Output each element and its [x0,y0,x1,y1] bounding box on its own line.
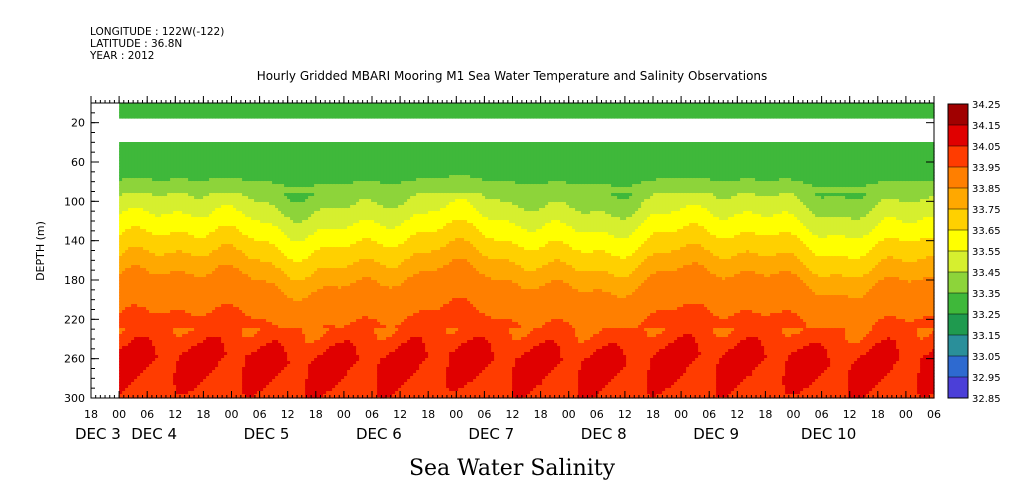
x-tick-label: 12 [843,408,857,421]
x-tick-label: 12 [168,408,182,421]
x-tick-label: 18 [646,408,660,421]
x-tick-label: 06 [140,408,154,421]
x-tick-label: 00 [449,408,463,421]
colorbar-label: 33.65 [972,226,1001,237]
colorbar-label: 34.25 [972,100,1001,111]
x-tick-label: 00 [562,408,576,421]
y-tick-label: 20 [71,117,85,130]
colorbar-swatch [948,251,968,273]
x-day-label: DEC 8 [581,425,627,443]
x-tick-label: 06 [590,408,604,421]
colorbar-label: 33.05 [972,352,1001,363]
x-tick-label: 06 [927,408,941,421]
x-tick-label: 00 [787,408,801,421]
colorbar-label: 33.15 [972,331,1001,342]
y-tick-label: 300 [64,392,85,405]
x-day-label: DEC 4 [131,425,177,443]
colorbar-swatch [948,314,968,336]
x-tick-label: 18 [534,408,548,421]
x-day-label: DEC 5 [244,425,290,443]
salinity-heatmap [119,103,935,399]
colorbar-label: 34.15 [972,121,1001,132]
year-label: YEAR : 2012 [89,50,154,62]
colorbar-label: 33.55 [972,247,1001,258]
x-tick-label: 18 [421,408,435,421]
colorbar-label: 33.85 [972,184,1001,195]
colorbar-swatch [948,125,968,147]
x-tick-label: 06 [702,408,716,421]
colorbar-swatch [948,230,968,252]
x-tick-label: 12 [730,408,744,421]
colorbar-label: 33.95 [972,163,1001,174]
colorbar-swatch [948,167,968,189]
colorbar-label: 32.85 [972,394,1001,405]
colorbar-swatch [948,272,968,294]
x-tick-label: 12 [281,408,295,421]
x-tick-label: 00 [225,408,239,421]
colorbar-swatch [948,377,968,399]
latitude-label: LATITUDE : 36.8N [90,38,182,50]
colorbar-swatch [948,104,968,126]
x-tick-label: 12 [506,408,520,421]
colorbar-swatch [948,335,968,357]
x-tick-label: 18 [196,408,210,421]
colorbar-swatch [948,209,968,231]
x-tick-label: 06 [365,408,379,421]
x-day-label: DEC 9 [693,425,739,443]
colorbar-label: 33.75 [972,205,1001,216]
x-day-label: DEC 10 [801,425,856,443]
x-tick-label: 00 [674,408,688,421]
x-tick-label: 18 [871,408,885,421]
x-day-label: DEC 6 [356,425,402,443]
x-day-label: DEC 3 [75,425,121,443]
y-tick-label: 260 [64,353,85,366]
x-tick-label: 06 [477,408,491,421]
y-tick-label: 140 [64,235,85,248]
chart-title: Hourly Gridded MBARI Mooring M1 Sea Wate… [257,69,768,83]
x-tick-label: 06 [815,408,829,421]
x-tick-label: 12 [393,408,407,421]
y-tick-label: 180 [64,274,85,287]
colorbar-swatch [948,146,968,168]
y-tick-label: 60 [71,156,85,169]
colorbar-label: 34.05 [972,142,1001,153]
colorbar-label: 32.95 [972,373,1001,384]
colorbar-swatch [948,188,968,210]
y-axis-label: DEPTH (m) [34,221,47,281]
colorbar-swatch [948,356,968,378]
x-tick-label: 06 [253,408,267,421]
colorbar: 34.25 34.15 34.05 33.95 33.85 33.75 33.65 33.55… [948,100,1001,405]
x-tick-label: 00 [899,408,913,421]
plot-area: 20 60 100 140 180 220 260 300 18 00 06 12 18 00 06 12 1… [34,96,941,443]
x-tick-label: 12 [618,408,632,421]
variable-label: Sea Water Salinity [409,456,616,481]
x-tick-label: 00 [112,408,126,421]
colorbar-label: 33.25 [972,310,1001,321]
longitude-label: LONGITUDE : 122W(-122) [90,26,224,38]
x-tick-label: 18 [309,408,323,421]
x-tick-label: 18 [758,408,772,421]
colorbar-swatch [948,293,968,315]
colorbar-label: 33.35 [972,289,1001,300]
y-tick-label: 220 [64,313,85,326]
x-tick-label: 00 [337,408,351,421]
y-tick-label: 100 [64,195,85,208]
colorbar-label: 33.45 [972,268,1001,279]
x-tick-label: 18 [84,408,98,421]
x-day-label: DEC 7 [468,425,514,443]
